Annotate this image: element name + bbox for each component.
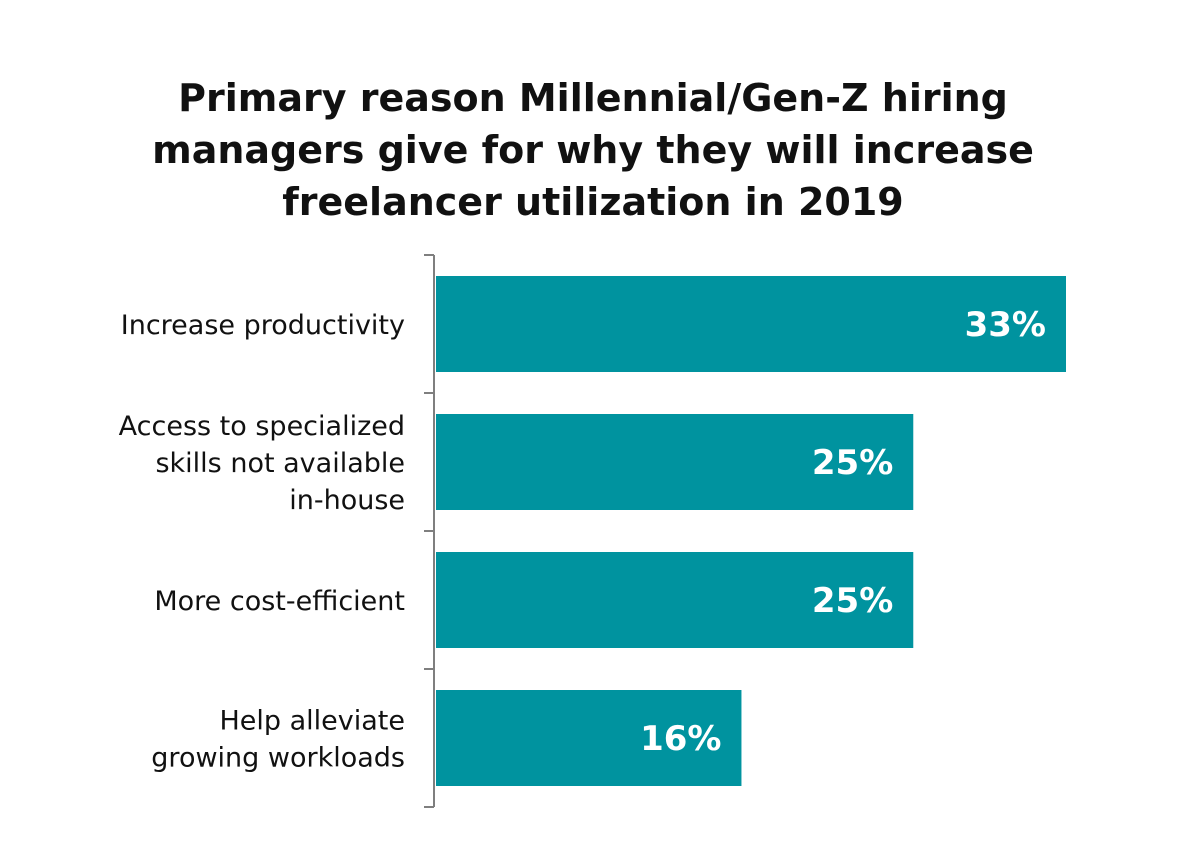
bar-value-label: 16% (640, 719, 721, 759)
category-label: More cost-efficient (154, 586, 405, 617)
chart-title: Primary reason Millennial/Gen-Z hiring m… (0, 72, 1186, 228)
bar (436, 276, 1066, 372)
bar (436, 690, 742, 786)
bar (436, 552, 914, 648)
category-label: skills not available (155, 448, 405, 479)
category-label: Increase productivity (121, 310, 405, 341)
category-label: Help alleviate (219, 706, 405, 737)
bar-value-label: 25% (812, 443, 893, 483)
bar (436, 414, 914, 510)
bar-value-label: 33% (965, 305, 1046, 345)
category-label: Access to specialized (119, 411, 405, 442)
chart-title-line-3: freelancer utilization in 2019 (282, 180, 904, 224)
category-label: in-house (289, 485, 405, 516)
bar-value-label: 25% (812, 581, 893, 621)
chart-title-line-2: managers give for why they will increase (152, 128, 1034, 172)
chart-title-line-1: Primary reason Millennial/Gen-Z hiring (178, 76, 1008, 120)
category-label: growing workloads (151, 743, 405, 774)
